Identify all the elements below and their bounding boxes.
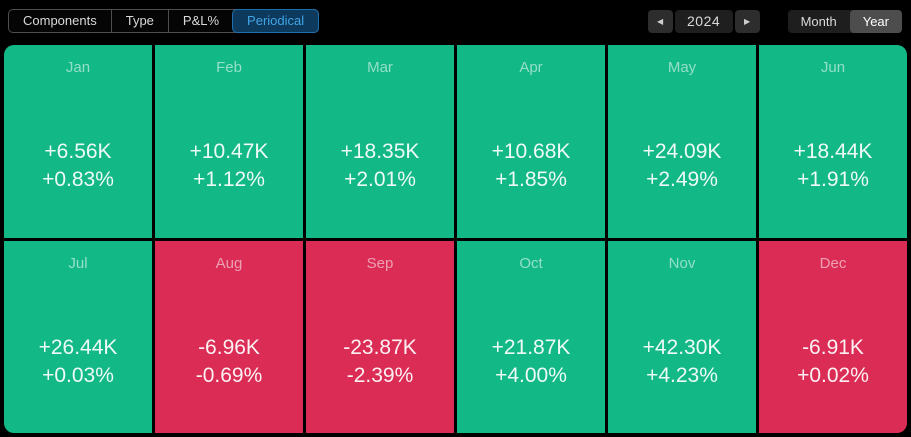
pnl-percent: -2.39% (346, 363, 414, 387)
pnl-value: +18.35K (340, 140, 420, 164)
pnl-value: +24.09K (642, 140, 722, 164)
pnl-value: +26.44K (38, 335, 118, 359)
year-navigator: ◀ 2024 ▶ (647, 9, 760, 33)
pnl-percent: +2.49% (646, 168, 718, 192)
month-values: +18.44K +1.91% (759, 138, 907, 194)
prev-year-button[interactable]: ◀ (647, 9, 673, 33)
right-controls: ◀ 2024 ▶ Month Year (647, 9, 902, 33)
month-cell-oct[interactable]: Oct +21.87K +4.00% (457, 240, 605, 433)
month-cell-jun[interactable]: Jun +18.44K +1.91% (759, 45, 907, 238)
year-label: 2024 (674, 9, 733, 33)
month-cell-feb[interactable]: Feb +10.47K +1.12% (155, 45, 303, 238)
pnl-value: -6.91K (802, 335, 864, 359)
pnl-value: +18.44K (793, 140, 873, 164)
pnl-percent: +0.03% (42, 363, 114, 387)
pnl-value: -23.87K (343, 335, 417, 359)
next-year-button[interactable]: ▶ (734, 9, 760, 33)
month-values: -6.91K +0.02% (759, 334, 907, 390)
month-values: +24.09K +2.49% (608, 138, 756, 194)
pnl-value: +10.68K (491, 140, 571, 164)
month-cell-dec[interactable]: Dec -6.91K +0.02% (759, 240, 907, 433)
tab-type[interactable]: Type (110, 10, 168, 32)
tab-periodical[interactable]: Periodical (232, 9, 320, 33)
month-cell-apr[interactable]: Apr +10.68K +1.85% (457, 45, 605, 238)
year-toggle-button[interactable]: Year (849, 9, 902, 33)
month-cell-sep[interactable]: Sep -23.87K -2.39% (306, 240, 454, 433)
pnl-value: +10.47K (189, 140, 269, 164)
pnl-value: +42.30K (642, 335, 722, 359)
period-toggle: Month Year (787, 9, 902, 33)
month-label: Mar (367, 59, 393, 76)
pnl-percent: +2.01% (344, 168, 416, 192)
tab-pnl-percent[interactable]: P&L% (167, 10, 233, 32)
month-label: Jul (68, 254, 88, 272)
month-label: Oct (519, 254, 543, 272)
month-values: +10.47K +1.12% (155, 138, 303, 194)
month-values: -23.87K -2.39% (306, 334, 454, 390)
pnl-value: +6.56K (44, 140, 112, 164)
month-values: +42.30K +4.23% (608, 334, 756, 390)
pnl-percent: +4.00% (495, 363, 567, 387)
month-values: +10.68K +1.85% (457, 138, 605, 194)
month-label: May (667, 59, 697, 76)
pnl-percent: +1.85% (495, 168, 567, 192)
month-label: Feb (216, 59, 242, 76)
month-values: +21.87K +4.00% (457, 334, 605, 390)
month-values: +18.35K +2.01% (306, 138, 454, 194)
month-label: Aug (215, 254, 243, 272)
tab-components[interactable]: Components (9, 10, 111, 32)
pnl-percent: +0.02% (797, 363, 869, 387)
month-label: Apr (519, 59, 543, 76)
pnl-percent: +1.91% (797, 168, 869, 192)
month-cell-aug[interactable]: Aug -6.96K -0.69% (155, 240, 303, 433)
month-label: Dec (819, 254, 847, 272)
month-cell-may[interactable]: May +24.09K +2.49% (608, 45, 756, 238)
month-cell-jan[interactable]: Jan +6.56K +0.83% (4, 45, 152, 238)
month-cell-mar[interactable]: Mar +18.35K +2.01% (306, 45, 454, 238)
month-values: +26.44K +0.03% (4, 334, 152, 390)
pnl-percent: +1.12% (193, 168, 265, 192)
pnl-value: +21.87K (491, 335, 571, 359)
month-label: Nov (668, 254, 696, 272)
month-cell-jul[interactable]: Jul +26.44K +0.03% (4, 240, 152, 433)
pnl-percent: -0.69% (195, 363, 263, 387)
month-toggle-button[interactable]: Month (788, 10, 850, 33)
toolbar: Components Type P&L% Periodical ◀ 2024 ▶… (8, 9, 902, 33)
view-tabs: Components Type P&L% Periodical (8, 9, 320, 33)
month-cell-nov[interactable]: Nov +42.30K +4.23% (608, 240, 756, 433)
pnl-percent: +0.83% (42, 168, 114, 192)
chevron-right-icon: ▶ (744, 16, 751, 26)
month-label: Jun (820, 59, 846, 76)
month-values: -6.96K -0.69% (155, 334, 303, 390)
month-label: Jan (65, 59, 91, 76)
chevron-left-icon: ◀ (657, 16, 664, 26)
monthly-pnl-grid: Jan +6.56K +0.83% Feb +10.47K +1.12% Mar +18.35… (4, 45, 907, 433)
month-values: +6.56K +0.83% (4, 138, 152, 194)
pnl-percent: +4.23% (646, 363, 718, 387)
pnl-value: -6.96K (198, 335, 260, 359)
month-label: Sep (366, 254, 394, 272)
